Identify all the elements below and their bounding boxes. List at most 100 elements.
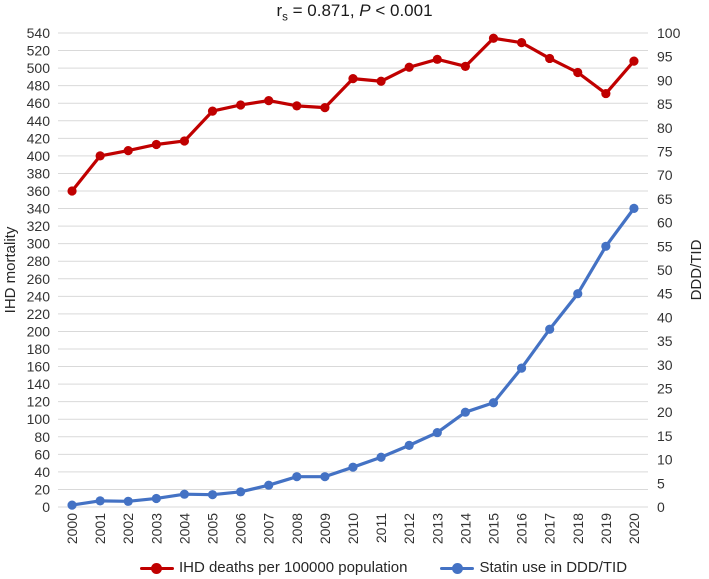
left-axis-tick-label: 180 [27, 341, 51, 357]
right-axis-tick-label: 20 [657, 404, 673, 420]
data-point-marker [601, 241, 611, 251]
legend-marker-red-line-icon [139, 562, 174, 574]
right-axis-tick-label: 25 [657, 381, 673, 397]
data-point-marker [629, 203, 639, 213]
left-axis-tick-label: 380 [27, 165, 51, 181]
data-point-marker [67, 500, 77, 510]
left-axis-tick-label: 220 [27, 306, 51, 322]
data-point-marker [545, 53, 555, 64]
left-axis-tick-label: 160 [27, 359, 51, 375]
x-axis-tick-label: 2012 [401, 513, 417, 544]
data-point-marker [404, 440, 414, 450]
data-point-marker [573, 289, 583, 299]
right-axis-tick-label: 35 [657, 333, 673, 349]
x-axis-tick-label: 2004 [176, 513, 192, 544]
line-chart-canvas: 0204060801001201401601802002202402602803… [27, 25, 681, 544]
x-axis-tick-label: 2005 [205, 513, 221, 544]
title-r: r [276, 1, 283, 20]
data-point-marker [292, 472, 302, 482]
left-axis-tick-label: 320 [27, 218, 51, 234]
x-axis-tick-label: 2011 [373, 513, 389, 543]
right-axis-tick-label: 45 [657, 286, 673, 302]
data-point-marker [292, 101, 302, 111]
data-point-marker [488, 398, 499, 408]
data-point-marker [264, 480, 274, 490]
legend-marker-blue-line-icon [440, 562, 475, 574]
data-point-marker [629, 56, 639, 66]
data-point-marker [573, 67, 583, 78]
left-axis-tick-label: 60 [34, 446, 50, 462]
title-p-value: < 0.001 [370, 1, 433, 20]
chart-title: rs = 0.871, P < 0.001 [0, 0, 709, 24]
left-axis-tick-label: 40 [34, 464, 50, 480]
data-point-marker [207, 106, 218, 116]
left-axis-title: IHD mortality [2, 226, 19, 314]
data-point-marker [376, 452, 386, 462]
left-axis-tick-label: 340 [27, 201, 51, 217]
series-line-1 [70, 206, 636, 507]
legend-label-ihd-deaths: IHD deaths per 100000 population [178, 559, 408, 576]
left-axis-tick-label: 420 [27, 130, 51, 146]
right-axis-tick-label: 40 [657, 309, 673, 325]
right-axis-tick-label: 10 [657, 452, 673, 468]
x-axis-tick-label: 2002 [120, 513, 136, 544]
data-point-marker [151, 139, 161, 150]
left-axis-tick-label: 500 [27, 60, 51, 76]
right-axis-tick-label: 30 [657, 357, 673, 373]
title-correlation-value: = 0.871, [287, 1, 360, 20]
left-axis-tick-label: 80 [34, 429, 50, 445]
data-point-marker [601, 88, 611, 99]
left-axis-tick-label: 100 [27, 411, 51, 427]
left-axis-tick-label: 400 [27, 148, 51, 164]
right-axis-tick-label: 0 [657, 499, 665, 515]
x-axis-tick-label: 2007 [261, 513, 277, 544]
data-point-marker [488, 33, 499, 43]
right-axis-tick-label: 90 [657, 72, 673, 88]
x-axis-tick-label: 2008 [289, 513, 305, 544]
data-point-marker [151, 493, 161, 504]
left-axis-tick-label: 240 [27, 288, 51, 304]
data-point-marker [516, 363, 527, 373]
left-axis-tick-label: 120 [27, 394, 51, 410]
data-point-marker [460, 61, 470, 71]
right-axis-title: DDD/TID [688, 239, 705, 301]
legend-item-ihd-deaths: IHD deaths per 100000 population [139, 559, 408, 576]
left-axis-tick-label: 300 [27, 236, 51, 252]
right-axis-tick-label: 50 [657, 262, 673, 278]
data-point-marker [320, 103, 330, 113]
data-point-marker [123, 496, 133, 506]
data-point-marker [95, 151, 105, 161]
x-axis-tick-label: 2013 [429, 513, 445, 544]
right-axis-tick-label: 60 [657, 215, 673, 231]
x-axis-tick-label: 2001 [92, 513, 108, 544]
title-subscript: s [282, 11, 288, 24]
right-axis-tick-label: 85 [657, 96, 673, 112]
x-axis-tick-label: 2009 [317, 513, 333, 544]
right-axis-tick-label: 5 [657, 475, 665, 491]
data-point-marker [404, 62, 414, 72]
x-axis-tick-label: 2018 [570, 513, 586, 544]
left-axis-tick-label: 20 [34, 481, 50, 497]
x-axis-tick-label: 2010 [345, 513, 361, 544]
x-axis-tick-label: 2015 [485, 513, 501, 544]
x-axis-tick-label: 2003 [148, 513, 164, 544]
right-axis-tick-label: 55 [657, 238, 673, 254]
data-point-marker [460, 407, 470, 417]
right-axis-tick-label: 100 [657, 25, 681, 41]
data-point-marker [545, 324, 555, 334]
legend-item-statin-use: Statin use in DDD/TID [440, 560, 627, 576]
data-point-marker [179, 136, 190, 146]
data-point-marker [179, 489, 190, 499]
right-axis-tick-label: 95 [657, 49, 673, 65]
data-point-marker [320, 472, 330, 482]
data-point-marker [432, 54, 442, 64]
left-axis-tick-label: 520 [27, 43, 51, 59]
data-point-marker [432, 427, 442, 438]
left-axis-tick-label: 540 [27, 25, 51, 41]
left-axis-tick-label: 280 [27, 253, 51, 269]
left-axis-tick-label: 480 [27, 78, 51, 94]
data-point-marker [67, 186, 77, 196]
right-axis-tick-label: 80 [657, 120, 673, 136]
left-axis-tick-label: 460 [27, 95, 51, 111]
